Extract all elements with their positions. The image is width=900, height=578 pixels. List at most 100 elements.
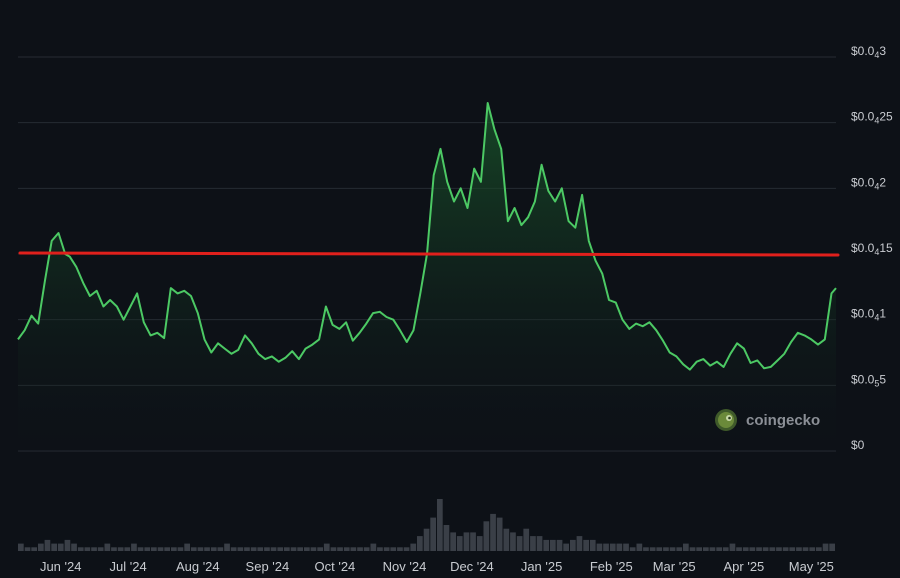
volume-bar: [530, 536, 536, 551]
volume-bar: [483, 521, 490, 551]
volume-bar: [802, 547, 809, 551]
volume-bar: [57, 543, 64, 551]
volume-bar: [337, 547, 343, 551]
x-tick-label: Apr '25: [724, 559, 765, 574]
volume-bar: [796, 547, 802, 551]
volume-bar: [390, 547, 397, 551]
volume-bar: [656, 547, 663, 551]
volume-bar: [722, 547, 729, 551]
y-tick-label-part: 1: [879, 307, 886, 321]
volume-bar: [31, 547, 37, 551]
y-tick-label-part: 25: [879, 110, 893, 124]
x-tick-label: Mar '25: [653, 559, 696, 574]
volume-bar: [816, 547, 822, 551]
volume-bar: [629, 547, 636, 551]
x-tick-label: May '25: [789, 559, 834, 574]
volume-bar: [643, 547, 649, 551]
volume-bar: [589, 539, 596, 551]
volume-bar: [490, 513, 496, 551]
volume-bar: [97, 547, 104, 551]
y-tick-label: $0.0425: [851, 110, 893, 126]
volume-bar: [536, 536, 543, 551]
volume-bar: [776, 547, 782, 551]
y-tick-label-part: $0: [851, 438, 865, 452]
volume-bar: [822, 543, 829, 551]
y-tick-label: $0: [851, 438, 865, 452]
volume-bar: [596, 543, 603, 551]
volume-bar: [689, 547, 696, 551]
y-tick-label-part: 4: [874, 50, 879, 60]
volume-bar: [277, 547, 284, 551]
volume-bar: [224, 543, 230, 551]
volume-bar: [197, 547, 204, 551]
y-tick-label-part: 5: [874, 378, 879, 388]
volume-bar: [91, 547, 97, 551]
volume-bar: [164, 547, 170, 551]
volume-bar: [503, 528, 510, 551]
volume-bar: [510, 532, 516, 551]
volume-bar: [171, 547, 177, 551]
y-tick-label: $0.055: [851, 372, 886, 388]
volume-bar: [77, 547, 84, 551]
volume-bar: [51, 543, 57, 551]
volume-bar: [782, 547, 789, 551]
y-tick-label: $0.042: [851, 175, 886, 191]
watermark-text: coingecko: [746, 412, 820, 429]
volume-bar: [84, 547, 91, 551]
y-tick-label-part: 3: [879, 44, 886, 58]
volume-bar: [769, 547, 776, 551]
y-axis-ticks: $0$0.055$0.041$0.0415$0.042$0.0425$0.043: [851, 44, 893, 452]
volume-bar: [649, 547, 656, 551]
y-tick-label-part: $0.0: [851, 44, 875, 58]
price-area-fill: [18, 103, 836, 451]
volume-bar: [683, 543, 689, 551]
volume-bar: [304, 547, 310, 551]
coingecko-logo-icon: [715, 409, 737, 431]
volume-bar: [204, 547, 210, 551]
volume-bar: [403, 547, 410, 551]
volume-bar: [38, 543, 44, 551]
volume-bar: [603, 543, 609, 551]
y-tick-label: $0.043: [851, 44, 886, 60]
volume-bar: [244, 547, 250, 551]
volume-bar: [124, 547, 131, 551]
volume-bar: [297, 547, 303, 551]
volume-bar: [450, 532, 456, 551]
volume-bar: [270, 547, 277, 551]
volume-bar: [237, 547, 244, 551]
volume-bar: [250, 547, 257, 551]
volume-bar: [24, 547, 31, 551]
volume-bar: [137, 547, 144, 551]
volume-bar: [157, 547, 164, 551]
volume-bar: [736, 547, 742, 551]
volume-bar: [410, 543, 417, 551]
volume-bar: [310, 547, 317, 551]
x-tick-label: Oct '24: [315, 559, 356, 574]
volume-bar: [616, 543, 623, 551]
x-axis-ticks: Jun '24 Jul '24 Aug '24 Sep '24 Oct '24 Nov '…: [40, 559, 834, 574]
y-tick-label-part: $0.0: [851, 372, 875, 386]
volume-bar: [290, 547, 297, 551]
volume-bar: [370, 543, 377, 551]
volume-bar: [184, 543, 190, 551]
volume-bar: [71, 543, 77, 551]
volume-bar: [151, 547, 157, 551]
volume-bar: [523, 528, 530, 551]
coingecko-watermark: coingecko: [715, 409, 820, 431]
reference-line: [18, 251, 840, 257]
x-tick-label: Jun '24: [40, 559, 82, 574]
volume-bar: [117, 547, 124, 551]
volume-bar: [676, 547, 683, 551]
volume-bar: [383, 547, 390, 551]
volume-bar: [576, 536, 583, 551]
volume-bar: [111, 547, 117, 551]
volume-bar: [131, 543, 137, 551]
x-tick-label: Dec '24: [450, 559, 494, 574]
volume-bar: [556, 539, 563, 551]
volume-bar: [762, 547, 769, 551]
volume-bar: [716, 547, 722, 551]
volume-bar: [18, 543, 24, 551]
y-tick-label: $0.041: [851, 307, 886, 323]
volume-bar: [709, 547, 716, 551]
